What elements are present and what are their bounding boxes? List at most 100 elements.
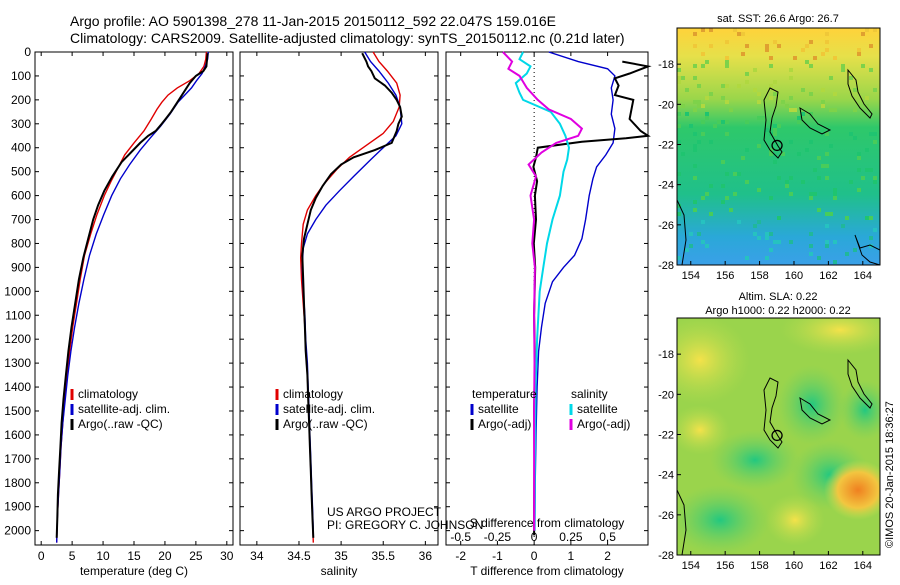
sst-pixel xyxy=(857,168,861,172)
sst-pixel xyxy=(701,104,705,108)
sst-pixel xyxy=(781,100,785,104)
sst-pixel xyxy=(677,212,681,216)
sla-map-ytick-label: -26 xyxy=(658,510,674,522)
sst-pixel xyxy=(721,200,725,204)
sst-map-xtick-label: 160 xyxy=(785,270,803,282)
salinity-series-clim-line xyxy=(299,51,401,543)
sst-pixel xyxy=(833,188,837,192)
sst-pixel xyxy=(813,192,817,196)
sst-pixel xyxy=(693,164,697,168)
bellona-reef-outline xyxy=(799,107,832,135)
sst-pixel xyxy=(825,176,829,180)
sst-pixel xyxy=(833,108,837,112)
sst-pixel xyxy=(689,124,693,128)
sst-pixel xyxy=(693,44,697,48)
sst-pixel xyxy=(761,116,765,120)
sst-pixel xyxy=(765,232,769,236)
sst-pixel xyxy=(689,244,693,248)
sst-pixel xyxy=(801,112,805,116)
salinity-panel: 34 34.5 35 35.5 36 salinity climatologysatelli… xyxy=(239,51,483,578)
sst-pixel xyxy=(817,208,821,212)
sst-pixel xyxy=(757,92,761,96)
sst-pixel xyxy=(853,136,857,140)
sst-pixel xyxy=(757,100,761,104)
temperature-ytick-label: 1500 xyxy=(4,404,31,418)
sst-pixel xyxy=(769,248,773,252)
sst-pixel xyxy=(725,100,729,104)
sst-pixel xyxy=(873,180,877,184)
sst-pixel xyxy=(797,120,801,124)
sst-pixel xyxy=(757,144,761,148)
difference-s-axis-label: S difference from climatology xyxy=(470,516,625,530)
salinity-annotation: US ARGO PROJECT xyxy=(327,505,442,519)
australia-coastline xyxy=(677,199,687,265)
sst-pixel xyxy=(849,132,853,136)
sst-pixel xyxy=(765,128,769,132)
figure-title-line2: Climatology: CARS2009. Satellite-adjuste… xyxy=(70,30,625,46)
sst-pixel xyxy=(865,28,869,32)
sst-pixel xyxy=(829,212,833,216)
sst-pixel xyxy=(765,48,769,52)
temperature-series-argo-line xyxy=(55,53,209,538)
sla-map-title-line2: Argo h1000: 0.22 h2000: 0.22 xyxy=(705,305,851,317)
sst-pixel xyxy=(693,148,697,152)
sst-pixel xyxy=(733,172,737,176)
temperature-ytick-label: 1100 xyxy=(5,308,31,322)
sst-map-xtick-label: 162 xyxy=(819,270,837,282)
temperature-xtick-label: 10 xyxy=(96,549,110,563)
sst-pixel xyxy=(689,232,693,236)
sst-pixel xyxy=(785,104,789,108)
sla-map-xtick-label: 158 xyxy=(750,560,768,572)
sst-pixel xyxy=(725,196,729,200)
sst-pixel xyxy=(793,56,797,60)
temperature-ytick-label: 200 xyxy=(11,93,31,107)
salinity-xtick-label: 35.5 xyxy=(372,549,396,563)
australia-coastline-sla xyxy=(677,489,687,555)
sst-pixel xyxy=(745,72,749,76)
sst-pixel xyxy=(681,76,685,80)
temperature-series-sat-line xyxy=(56,51,209,543)
temperature-ytick-label: 0 xyxy=(24,45,31,59)
difference-s-tick-label: 0.25 xyxy=(559,530,583,544)
sst-pixel xyxy=(725,84,729,88)
sst-pixel xyxy=(725,40,729,44)
sst-pixel xyxy=(693,76,697,80)
sst-pixel xyxy=(753,88,757,92)
sst-pixel xyxy=(697,104,701,108)
sst-pixel xyxy=(873,140,877,144)
difference-s-tick-label: 0.5 xyxy=(599,530,616,544)
temperature-xtick-label: 20 xyxy=(158,549,172,563)
sst-pixel xyxy=(677,256,681,260)
sst-pixel xyxy=(769,232,773,236)
sst-pixel xyxy=(869,68,873,72)
sst-pixel xyxy=(853,88,857,92)
sst-pixel xyxy=(745,148,749,152)
sst-pixel xyxy=(773,124,777,128)
sst-pixel xyxy=(789,176,793,180)
temperature-ytick-label: 300 xyxy=(11,117,31,131)
sst-pixel xyxy=(693,100,697,104)
salinity-series-argo-line xyxy=(301,52,403,538)
sst-map: sat. SST: 26.6 Argo: 26.7 154 156 158 160 16… xyxy=(658,13,881,282)
sst-pixel xyxy=(693,144,697,148)
sst-pixel xyxy=(809,140,813,144)
sst-pixel xyxy=(841,64,845,68)
sst-pixel xyxy=(693,176,697,180)
sst-pixel xyxy=(725,172,729,176)
sst-pixel xyxy=(697,140,701,144)
sst-pixel xyxy=(849,180,853,184)
new-caledonia-coast xyxy=(847,68,873,119)
sst-pixel xyxy=(825,212,829,216)
temperature-legend-label: climatology xyxy=(78,387,138,401)
sst-pixel xyxy=(705,112,709,116)
temperature-xtick-label: 5 xyxy=(69,549,76,563)
temperature-x-axis-label: temperature (deg C) xyxy=(80,564,188,578)
sst-pixel xyxy=(753,68,757,72)
temperature-xtick-label: 0 xyxy=(38,549,45,563)
temperature-xtick-label: 30 xyxy=(220,549,234,563)
sla-map: Altim. SLA: 0.22 Argo h1000: 0.22 h2000:… xyxy=(658,291,881,572)
sst-pixel xyxy=(753,232,757,236)
sst-pixel xyxy=(773,132,777,136)
chesterfield-reef-outline xyxy=(763,87,783,159)
